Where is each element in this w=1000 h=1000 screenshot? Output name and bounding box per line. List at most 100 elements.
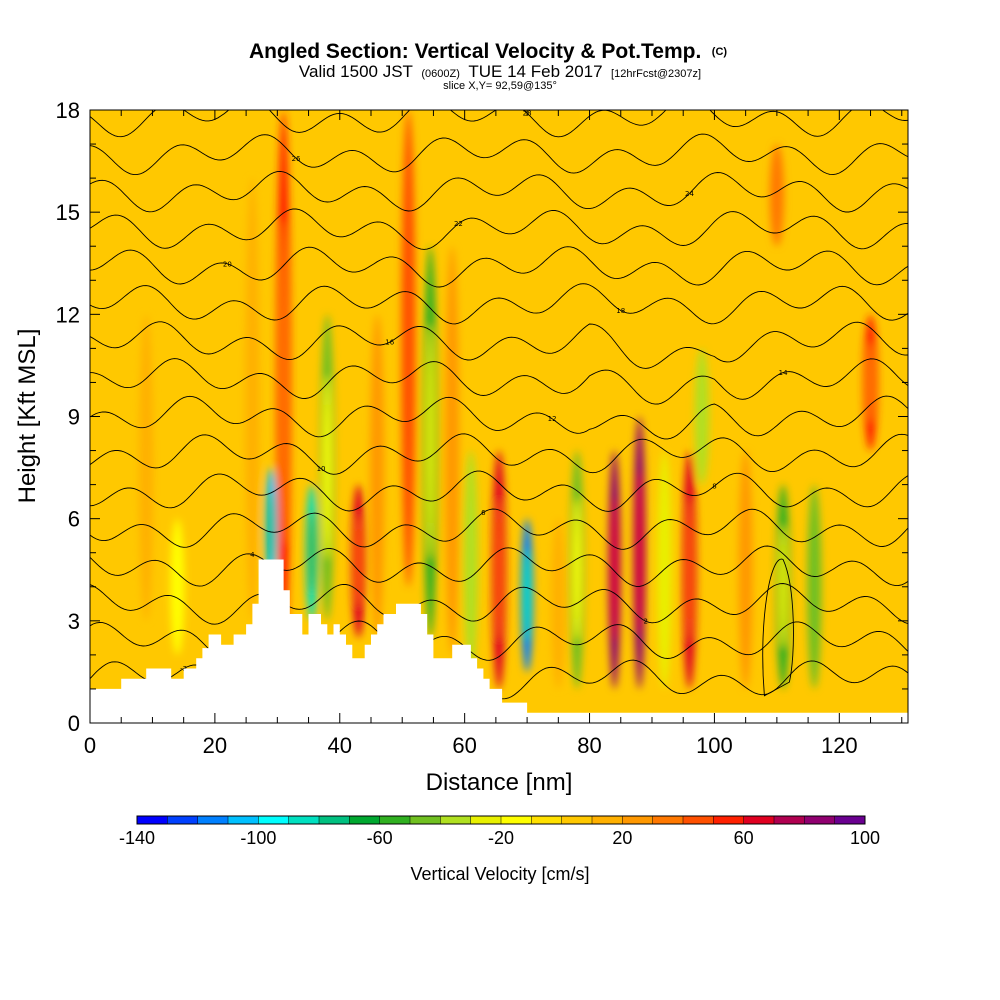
theta-contour-label: 20 — [223, 260, 232, 268]
velocity-feature-core — [267, 491, 275, 563]
velocity-feature-core — [866, 341, 875, 424]
theta-contour-label: 2 — [644, 618, 648, 626]
theta-contour-line — [90, 433, 908, 475]
colorbar-swatch — [592, 816, 623, 824]
chart-title: Angled Section: Vertical Velocity & Pot.… — [249, 40, 727, 63]
theta-contour-line — [90, 508, 908, 550]
velocity-feature-core — [426, 324, 435, 560]
colorbar-swatch — [804, 816, 835, 824]
colorbar-swatch — [774, 816, 805, 824]
colorbar-swatch — [137, 816, 168, 824]
velocity-feature — [551, 518, 566, 689]
velocity-feature-core — [523, 549, 531, 642]
theta-contours: -20246810121416182022242628 — [90, 110, 908, 700]
velocity-feature-core — [685, 498, 694, 642]
colorbar-swatch — [470, 816, 502, 824]
colorbar-tick-label: 20 — [612, 828, 632, 848]
valid-utc: (0600Z) — [421, 68, 460, 80]
theta-contour-label: 16 — [385, 339, 394, 347]
colorbar-swatch — [410, 816, 441, 824]
colorbar-swatch — [683, 816, 714, 824]
theta-contour-label: 12 — [548, 415, 557, 423]
colorbar-swatch — [652, 816, 684, 824]
y-axis-label: Height [Kft MSL] — [14, 329, 41, 504]
theta-contour-line — [90, 208, 908, 250]
y-tick-label: 9 — [68, 405, 80, 430]
y-tick-label: 15 — [56, 200, 80, 225]
y-axis-ticks: 0 3 6 9 12 15 18 — [56, 98, 908, 736]
x-tick-label: 20 — [203, 733, 227, 758]
terrain — [90, 559, 908, 723]
y-tick-label: 0 — [68, 711, 80, 736]
theta-contour-label: 4 — [250, 551, 255, 559]
x-tick-label: 0 — [84, 733, 96, 758]
x-tick-label: 80 — [577, 733, 601, 758]
x-tick-label: 120 — [821, 733, 858, 758]
theta-contour-label: -2 — [180, 665, 187, 673]
x-tick-label: 40 — [328, 733, 352, 758]
velocity-feature-core — [636, 470, 643, 635]
colorbar-swatch — [167, 816, 198, 824]
plot-area: -20246810121416182022242628 — [90, 110, 908, 723]
y-tick-label: 3 — [68, 609, 80, 634]
colorbar-tick-label: -20 — [488, 828, 514, 848]
colorbar-swatch — [379, 816, 411, 824]
y-tick-label: 18 — [56, 98, 80, 123]
theta-contour-label: 24 — [685, 190, 694, 198]
theta-contour-line — [90, 395, 908, 440]
velocity-feature-core — [354, 515, 363, 608]
theta-contour-closed — [762, 558, 794, 697]
valid-date: TUE 14 Feb 2017 — [468, 62, 602, 81]
velocity-feature — [807, 484, 822, 689]
theta-contour-label: 26 — [292, 155, 301, 163]
colorbar-swatch — [743, 816, 775, 824]
velocity-feature — [139, 314, 154, 621]
x-axis-label: Distance [nm] — [426, 769, 573, 796]
velocity-feature — [370, 314, 385, 638]
velocity-feature — [170, 518, 185, 655]
theta-contour-line — [90, 170, 908, 213]
theta-contour-line — [90, 321, 908, 369]
theta-contour-label: 10 — [317, 465, 326, 473]
colorbar-swatch — [531, 816, 562, 824]
forecast-tag: [12hrFcst@2307z] — [611, 68, 701, 80]
theta-contour-line — [90, 358, 908, 405]
colorbar-swatch — [288, 816, 320, 824]
velocity-feature — [657, 450, 672, 689]
colorbar-label: Vertical Velocity [cm/s] — [410, 864, 589, 884]
velocity-feature — [769, 144, 784, 247]
velocity-feature — [694, 348, 709, 485]
chart-title-unit: (C) — [712, 46, 728, 58]
valid-prefix: Valid 1500 JST — [299, 62, 413, 81]
colorbar-swatch — [440, 816, 471, 824]
velocity-feature-core — [323, 375, 332, 560]
velocity-feature-core — [495, 498, 503, 642]
chart-title-main: Angled Section: Vertical Velocity & Pot.… — [249, 40, 701, 63]
theta-contour-label: 14 — [779, 369, 788, 377]
velocity-feature — [245, 178, 260, 621]
colorbar-swatch — [713, 816, 744, 824]
x-axis-ticks: 0 20 40 60 80 100 120 — [84, 110, 903, 758]
velocity-feature — [445, 246, 460, 655]
colorbar-swatch — [258, 816, 289, 824]
colorbar-tick-label: -60 — [367, 828, 393, 848]
colorbar-tick-label: 60 — [734, 828, 754, 848]
velocity-feature-core — [308, 511, 315, 594]
colorbar-swatch — [228, 816, 259, 824]
vertical-velocity-field — [139, 110, 878, 689]
velocity-feature-core — [611, 498, 618, 642]
colorbar: -140 -100 -60 -20 20 60 100 — [119, 815, 880, 848]
velocity-feature-core — [779, 525, 787, 649]
theta-contour-line — [90, 110, 908, 138]
valid-time-line: Valid 1500 JST (0600Z) TUE 14 Feb 2017 [… — [299, 62, 701, 81]
x-tick-label: 100 — [696, 733, 733, 758]
colorbar-tick-label: -140 — [119, 828, 155, 848]
y-tick-label: 6 — [68, 507, 80, 532]
theta-contour-line — [90, 246, 908, 288]
colorbar-swatch — [197, 816, 229, 824]
theta-contour-line — [90, 283, 908, 325]
y-tick-label: 12 — [56, 302, 80, 327]
theta-contour-label: 18 — [616, 307, 625, 315]
theta-contour-label: 8 — [712, 483, 716, 491]
velocity-feature — [463, 450, 478, 672]
